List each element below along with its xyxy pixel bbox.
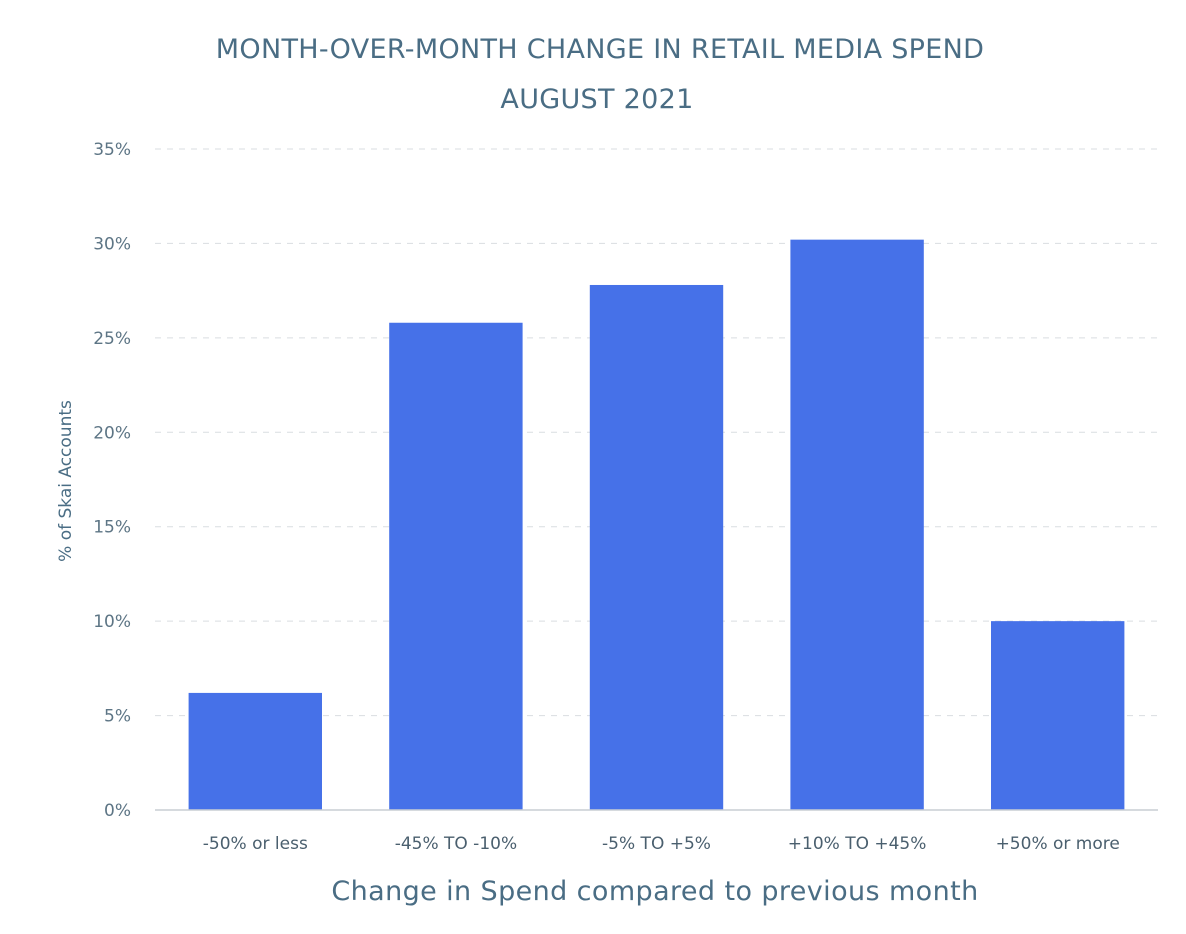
x-axis-ticks: -50% or less -45% TO -10% -5% TO +5% +10% T… bbox=[203, 834, 1120, 854]
y-tick-label: 0% bbox=[104, 801, 131, 821]
x-tick-label: -5% TO +5% bbox=[602, 834, 711, 854]
y-axis-label: % of Skai Accounts bbox=[56, 400, 76, 562]
chart-title: MONTH-OVER-MONTH CHANGE IN RETAIL MEDIA … bbox=[216, 34, 984, 65]
bar bbox=[790, 239, 924, 810]
x-tick-label: -50% or less bbox=[203, 834, 308, 854]
bars bbox=[188, 239, 1125, 810]
bar bbox=[389, 322, 523, 810]
bar bbox=[991, 621, 1125, 810]
y-tick-label: 30% bbox=[93, 234, 131, 254]
x-tick-label: -45% TO -10% bbox=[395, 834, 517, 854]
y-tick-label: 5% bbox=[104, 707, 131, 727]
y-axis-ticks: 0% 5% 10% 15% 20% 25% 30% 35% bbox=[93, 140, 131, 821]
y-tick-label: 15% bbox=[93, 518, 131, 538]
x-tick-label: +50% or more bbox=[996, 834, 1120, 854]
x-axis-label: Change in Spend compared to previous mon… bbox=[331, 876, 978, 907]
y-tick-label: 25% bbox=[93, 329, 131, 349]
chart-subtitle: AUGUST 2021 bbox=[500, 84, 693, 115]
y-tick-label: 20% bbox=[93, 423, 131, 443]
y-tick-label: 35% bbox=[93, 140, 131, 160]
y-tick-label: 10% bbox=[93, 612, 131, 632]
bar bbox=[188, 692, 322, 810]
x-tick-label: +10% TO +45% bbox=[788, 834, 927, 854]
bar bbox=[589, 284, 724, 810]
